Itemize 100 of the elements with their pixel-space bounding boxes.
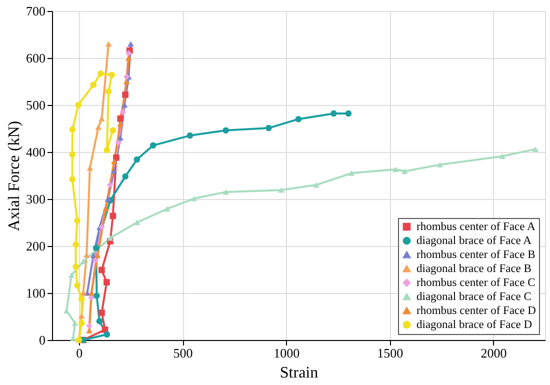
point <box>110 158 118 164</box>
point <box>123 78 130 84</box>
point <box>78 313 85 319</box>
point <box>98 224 105 230</box>
point <box>69 126 76 133</box>
point <box>102 206 110 212</box>
y-tick-label: 600 <box>26 50 46 66</box>
point <box>222 189 229 195</box>
point <box>348 170 355 176</box>
point <box>86 165 94 171</box>
point <box>86 322 92 330</box>
point <box>295 116 302 122</box>
y-tick-label: 400 <box>26 144 46 160</box>
point <box>72 264 79 270</box>
point <box>222 127 229 134</box>
point <box>95 124 102 130</box>
point <box>190 196 198 202</box>
legend-label: rhombus center of Face C <box>416 276 536 289</box>
point <box>134 156 140 163</box>
point <box>108 72 116 78</box>
point <box>88 294 95 301</box>
point <box>150 142 156 149</box>
point <box>134 220 140 226</box>
point <box>72 320 78 326</box>
point <box>78 296 85 302</box>
point <box>125 50 132 56</box>
y-tick-label: 300 <box>26 192 46 206</box>
point <box>75 102 82 108</box>
point <box>104 331 110 338</box>
point <box>104 146 110 154</box>
point <box>330 110 337 117</box>
y-tick-label: 500 <box>26 98 46 112</box>
point <box>69 151 76 158</box>
point <box>120 108 126 116</box>
point <box>90 82 97 88</box>
point <box>266 124 272 132</box>
point <box>186 132 194 139</box>
legend-label: diagonal brace of Face C <box>416 290 532 303</box>
point <box>128 41 134 47</box>
point <box>115 139 122 146</box>
point <box>402 168 408 174</box>
point <box>80 258 86 264</box>
point <box>72 241 79 248</box>
x-tick-label: 0 <box>76 346 83 360</box>
point <box>88 290 95 296</box>
point <box>104 196 112 202</box>
point <box>98 310 105 316</box>
point <box>94 252 101 258</box>
x-tick-label: 2000 <box>480 346 507 360</box>
point <box>125 55 132 61</box>
point <box>117 135 124 141</box>
x-axis-title: Strain <box>280 364 318 382</box>
x-tick-label: 1000 <box>274 346 300 360</box>
y-axis-title: Axial Force (kN) <box>6 120 23 232</box>
point <box>92 244 100 252</box>
point <box>86 328 92 334</box>
legend-label: rhombus center of Face D <box>416 304 536 317</box>
legend-label: rhombus center of Face A <box>416 220 536 233</box>
point <box>313 182 320 188</box>
point <box>105 88 112 95</box>
point <box>94 292 100 299</box>
point <box>499 153 506 159</box>
point <box>164 206 170 212</box>
point <box>69 176 76 182</box>
y-tick-label: 0 <box>39 332 46 348</box>
point <box>113 154 120 161</box>
legend-label: diagonal brace of Face B <box>416 262 532 275</box>
point <box>96 318 103 324</box>
point <box>436 162 444 168</box>
point <box>392 166 399 172</box>
y-tick-label: 100 <box>26 286 46 300</box>
point <box>110 168 118 174</box>
point <box>104 279 110 286</box>
legend-label: rhombus center of Face B <box>416 248 536 261</box>
point <box>74 217 80 224</box>
point <box>98 266 105 274</box>
point <box>78 320 85 326</box>
point <box>121 102 128 108</box>
x-tick-label: 500 <box>173 346 193 360</box>
y-tick-label: 200 <box>26 238 46 254</box>
y-tick-label: 700 <box>26 4 46 18</box>
point <box>68 272 75 278</box>
point <box>117 115 124 122</box>
point <box>74 282 80 289</box>
point <box>345 110 352 117</box>
legend-label: diagonal brace of Face A <box>416 234 532 247</box>
point <box>107 235 114 241</box>
point <box>117 121 124 127</box>
point <box>92 256 99 264</box>
legend-label: diagonal brace of Face D <box>416 318 532 331</box>
point <box>110 212 116 220</box>
point <box>532 146 539 152</box>
point <box>110 127 116 134</box>
point <box>122 173 128 180</box>
point <box>63 308 70 314</box>
x-tick-label: 1500 <box>377 346 404 360</box>
point <box>105 41 112 47</box>
point <box>98 70 104 77</box>
point <box>278 187 284 193</box>
point <box>106 182 114 188</box>
